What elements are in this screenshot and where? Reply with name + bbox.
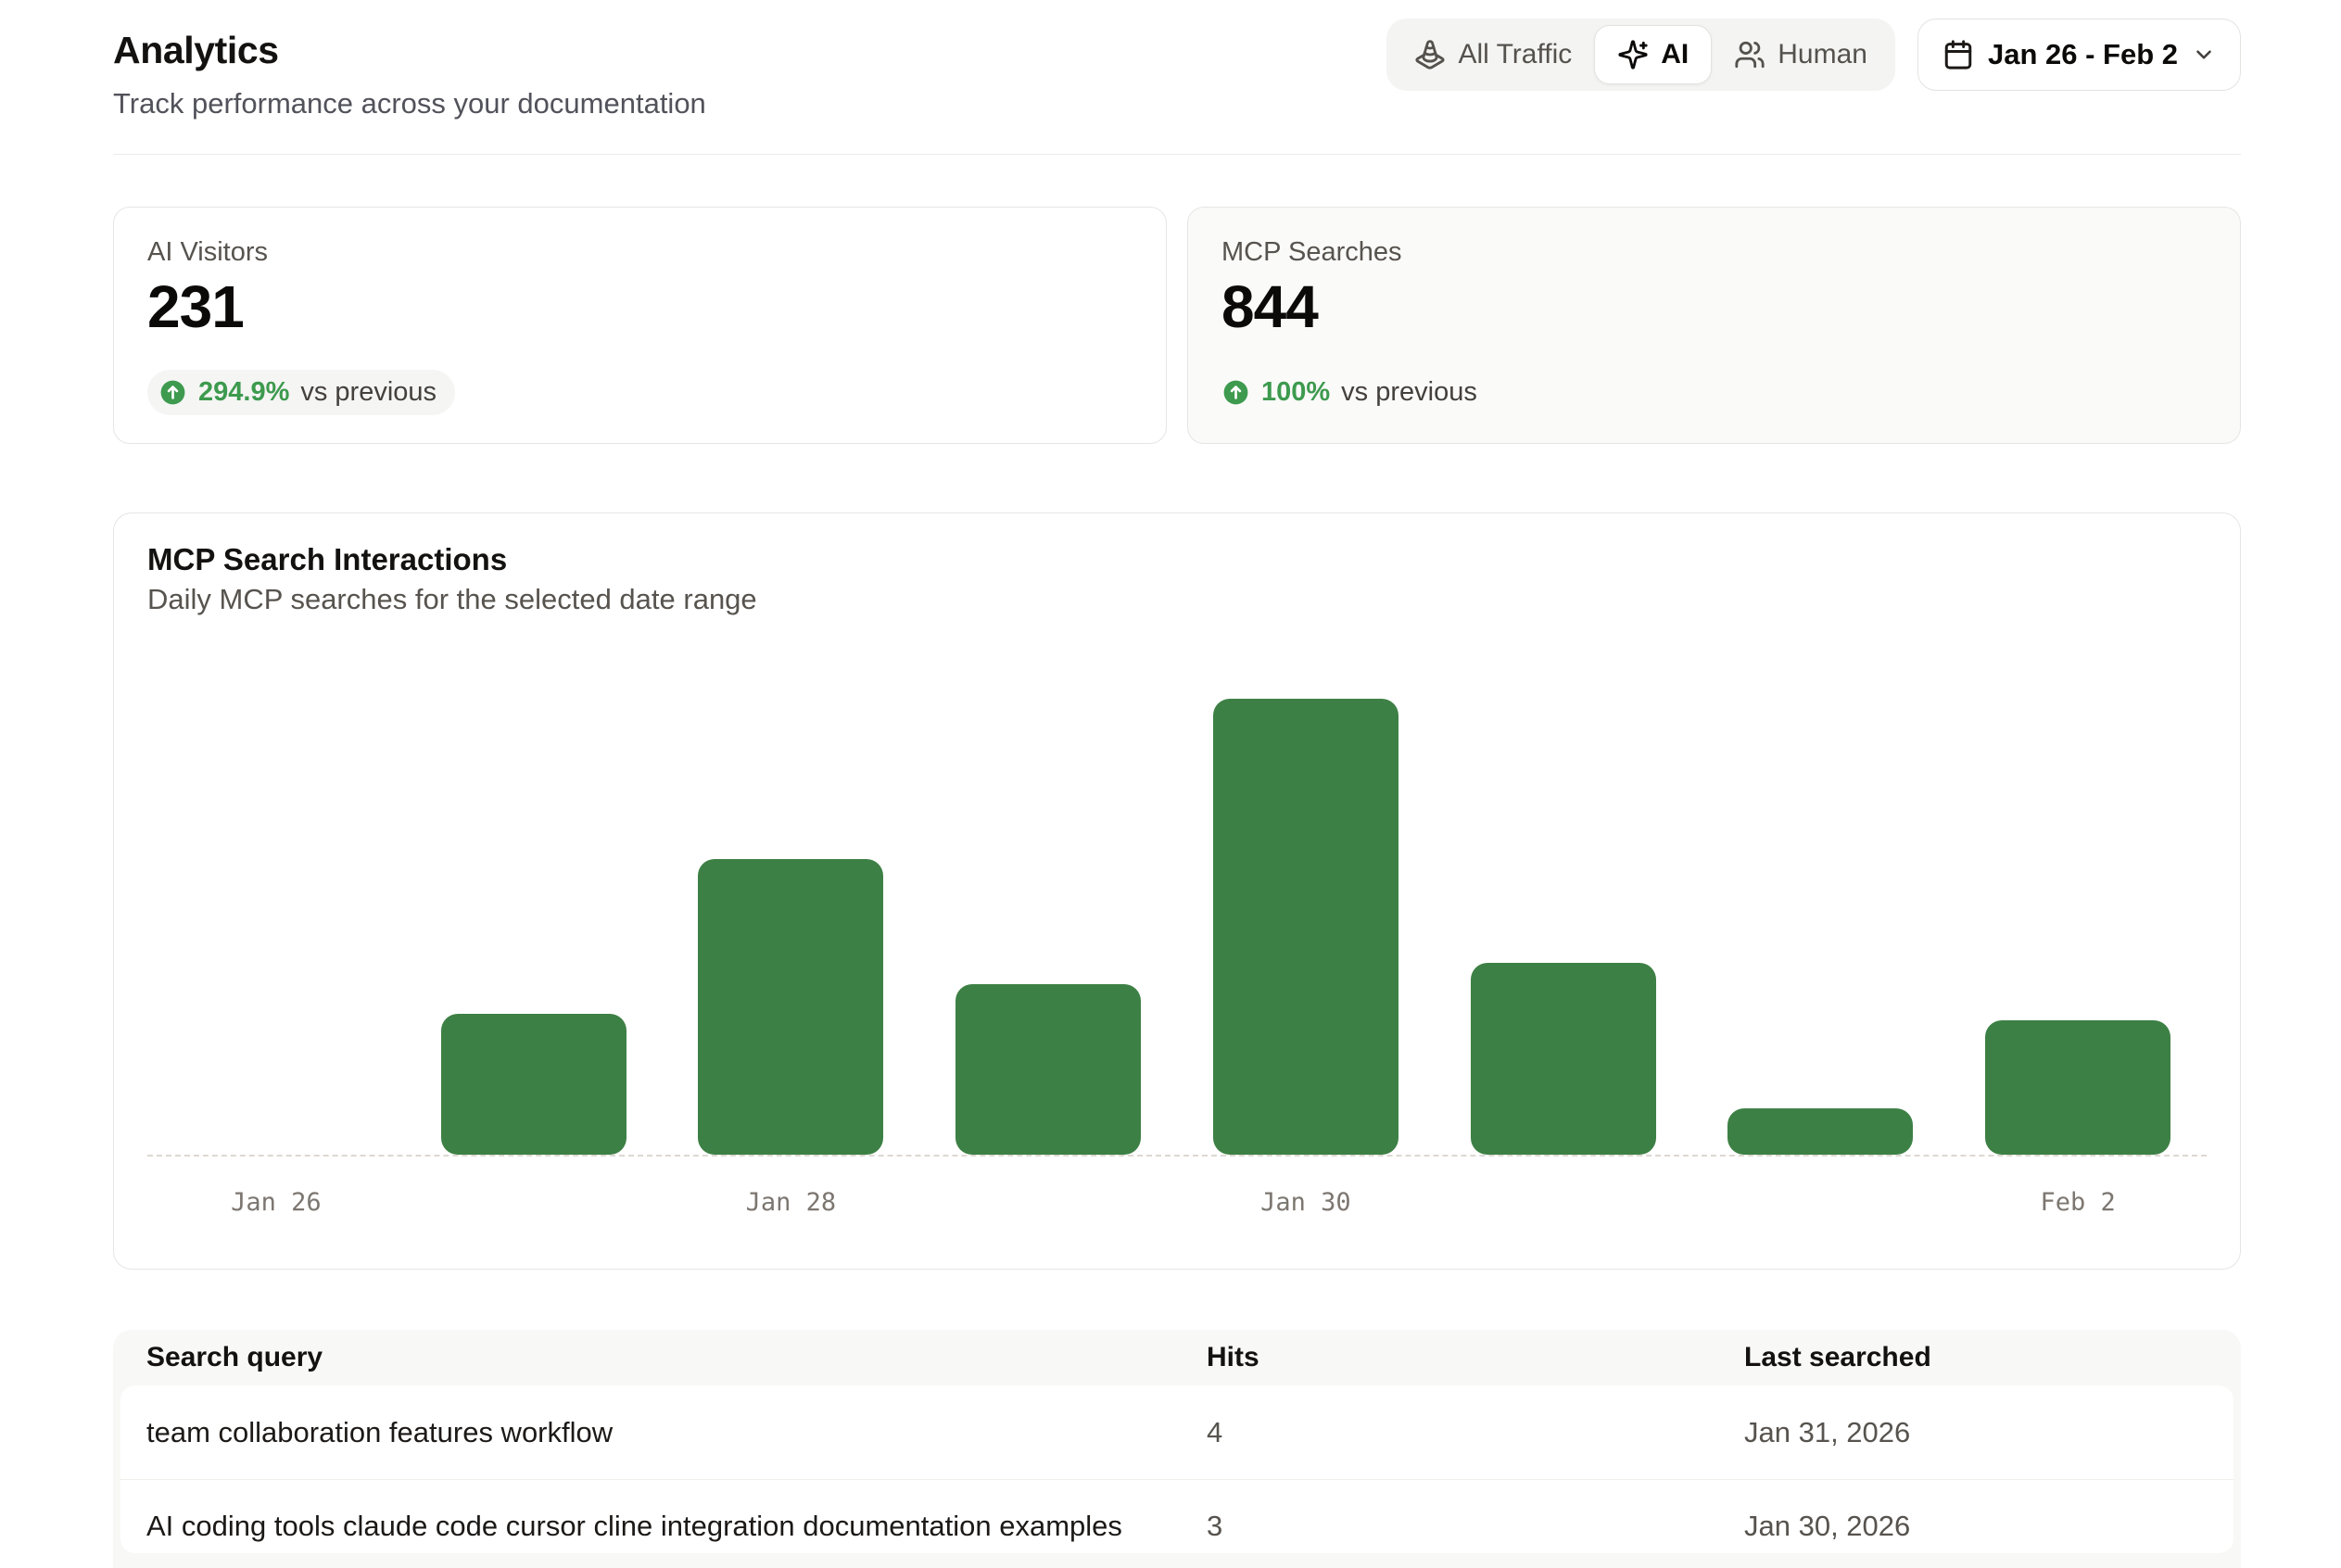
stat-trend-badge: 100% vs previous — [1221, 370, 1496, 415]
users-icon — [1734, 39, 1765, 70]
cell-search-query: AI coding tools claude code cursor cline… — [146, 1510, 1122, 1542]
table-body: team collaboration features workflow 4 Jan… — [120, 1385, 2233, 1553]
chart-bar-jan-31[interactable] — [1470, 963, 1656, 1155]
date-range-button[interactable]: Jan 26 - Feb 2 — [1917, 19, 2241, 91]
x-axis-tick — [1692, 1184, 1950, 1221]
chart-bar-slot — [1177, 651, 1435, 1155]
x-axis-tick: Jan 30 — [1260, 1188, 1351, 1217]
table-row[interactable]: AI coding tools claude code cursor cline… — [120, 1479, 2233, 1553]
stat-label: MCP Searches — [1221, 237, 1402, 267]
chart-bar-slot — [405, 651, 663, 1155]
stat-delta-suffix: vs previous — [1341, 377, 1477, 407]
chart-bar-feb-2[interactable] — [1985, 1020, 2171, 1155]
chart-bar-feb-1[interactable] — [1727, 1108, 1914, 1155]
chart-bar-slot — [147, 651, 405, 1155]
cell-hits: 3 — [1207, 1510, 1223, 1542]
segment-ai[interactable]: AI — [1594, 25, 1713, 84]
page-header: Analytics Track performance across your … — [113, 19, 2241, 120]
cell-last-searched: Jan 31, 2026 — [1744, 1415, 1911, 1448]
stat-label: AI Visitors — [147, 237, 269, 267]
page-title: Analytics — [113, 29, 279, 71]
table-header-row: Search query Hits Last searched — [120, 1330, 2233, 1385]
segment-all-traffic[interactable]: All Traffic — [1392, 25, 1594, 84]
stat-delta: 100% — [1261, 377, 1331, 407]
stat-trend-badge: 294.9% vs previous — [147, 370, 456, 415]
chart-bar-slot — [1435, 651, 1692, 1155]
search-query-table: Search query Hits Last searched team col… — [113, 1330, 2241, 1568]
x-axis-tick: Jan 26 — [231, 1188, 322, 1217]
chart-bar-jan-29[interactable] — [955, 984, 1142, 1155]
chart-subtitle: Daily MCP searches for the selected date… — [147, 583, 757, 615]
column-header-hits: Hits — [1207, 1342, 1259, 1372]
column-header-last-searched: Last searched — [1744, 1342, 1931, 1372]
x-axis-tick: Jan 28 — [745, 1188, 837, 1217]
stat-cards: AI Visitors 231 294.9% vs previous MCP S… — [113, 207, 2241, 444]
header-titles: Analytics Track performance across your … — [113, 28, 706, 120]
stat-card-ai-visitors[interactable]: AI Visitors 231 294.9% vs previous — [113, 207, 1167, 444]
table-row[interactable]: team collaboration features workflow 4 Jan… — [120, 1385, 2233, 1479]
chart-bar-slot — [1949, 651, 2207, 1155]
segment-label: All Traffic — [1458, 39, 1573, 70]
sparkles-icon — [1617, 39, 1649, 70]
cell-last-searched: Jan 30, 2026 — [1744, 1510, 1911, 1542]
chart-title: MCP Search Interactions — [147, 542, 508, 576]
chart-bar-slot — [919, 651, 1177, 1155]
header-controls: All Traffic AI Human Jan 26 - Feb 2 — [1386, 19, 2241, 91]
stat-value: 844 — [1221, 273, 1319, 340]
chart-bar-jan-30[interactable] — [1212, 699, 1398, 1155]
segment-label: Human — [1778, 39, 1867, 70]
x-axis-tick: Feb 2 — [2040, 1188, 2116, 1217]
traffic-segmented-control: All Traffic AI Human — [1386, 19, 1895, 91]
column-header-search-query: Search query — [146, 1342, 323, 1372]
stat-value: 231 — [147, 273, 245, 340]
arrow-up-circle-icon — [160, 380, 185, 405]
stat-delta: 294.9% — [198, 377, 290, 407]
x-axis-tick — [405, 1184, 663, 1221]
date-range-label: Jan 26 - Feb 2 — [1987, 38, 2178, 70]
chart-bar-jan-27[interactable] — [440, 1014, 626, 1155]
chart-bar-slot — [1692, 651, 1950, 1155]
stat-card-mcp-searches[interactable]: MCP Searches 844 100% vs previous — [1187, 207, 2241, 444]
segment-label: AI — [1661, 39, 1689, 70]
x-axis-tick — [919, 1184, 1177, 1221]
chart-bar-jan-28[interactable] — [698, 859, 884, 1155]
header-divider — [113, 154, 2241, 155]
traffic-cone-icon — [1414, 39, 1446, 70]
x-axis-ticks: Jan 26 Jan 28 Jan 30 Feb 2 — [147, 1184, 2207, 1221]
x-axis-tick — [1435, 1184, 1692, 1221]
chart-bar-slot — [663, 651, 920, 1155]
page-subtitle: Track performance across your documentat… — [113, 87, 706, 120]
chevron-down-icon — [2196, 50, 2211, 59]
cell-search-query: team collaboration features workflow — [146, 1415, 614, 1448]
cell-hits: 4 — [1207, 1415, 1223, 1448]
calendar-icon — [1944, 40, 1972, 70]
segment-human[interactable]: Human — [1712, 25, 1890, 84]
arrow-up-circle-icon — [1223, 380, 1248, 405]
bar-chart-plot — [147, 651, 2207, 1157]
mcp-search-chart-card: MCP Search Interactions Daily MCP search… — [113, 512, 2241, 1270]
stat-delta-suffix: vs previous — [300, 377, 437, 407]
